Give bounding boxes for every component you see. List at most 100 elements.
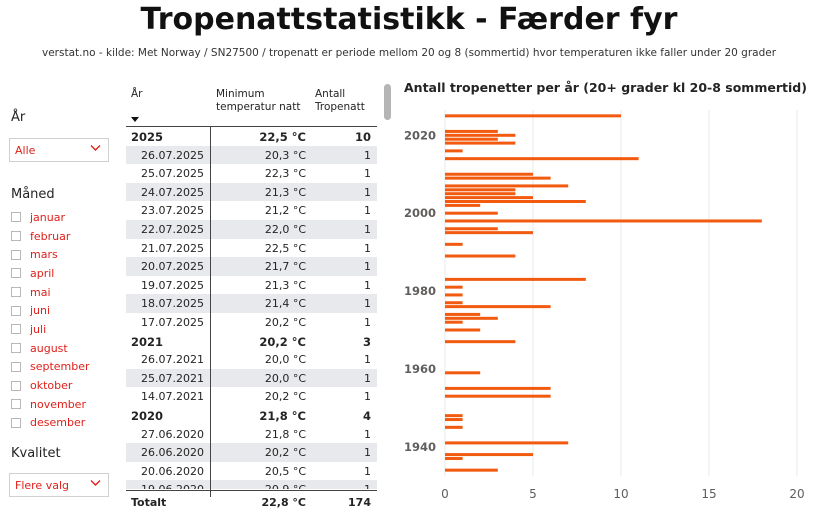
row-min-temp: 20,9 °C — [265, 483, 306, 489]
table-row[interactable]: 19.07.2025 21,3 °C 1 — [126, 276, 377, 295]
table-row[interactable]: 18.07.2025 21,4 °C 1 — [126, 294, 377, 313]
month-label: juni — [30, 304, 51, 318]
checkbox[interactable] — [11, 343, 21, 354]
total-temp: 22,8 °C — [261, 496, 306, 509]
table-row[interactable]: 26.07.2025 20,3 °C 1 — [126, 145, 377, 165]
column-header-count[interactable]: Antall Tropenatt — [315, 88, 365, 113]
bar-1977 — [445, 301, 463, 305]
table-row[interactable]: 26.06.2020 20,2 °C 1 — [126, 443, 377, 462]
table-row[interactable]: 21.07.2025 22,5 °C 1 — [126, 239, 377, 258]
month-label: desember — [30, 416, 86, 430]
checkbox[interactable] — [11, 399, 21, 410]
table-row[interactable]: 26.07.2021 20,0 °C 1 — [126, 350, 377, 369]
table-row[interactable]: 20.07.2025 21,7 °C 1 — [126, 257, 377, 276]
column-header-year[interactable]: År — [131, 88, 143, 100]
table-row[interactable]: 24.07.2025 21,3 °C 1 — [126, 182, 377, 202]
checkbox[interactable] — [11, 231, 21, 242]
checkbox[interactable] — [11, 287, 21, 298]
table-row-year[interactable]: 2025 22,5 °C 10 — [126, 127, 377, 146]
quality-slicer-label: Kvalitet — [11, 446, 61, 461]
bar-2000 — [445, 211, 498, 215]
month-item-mai[interactable]: mai — [11, 283, 90, 302]
month-item-mars[interactable]: mars — [11, 245, 90, 264]
row-min-temp: 22,3 °C — [264, 167, 306, 181]
table-row-year[interactable]: 2020 21,8 °C 4 — [126, 406, 377, 425]
month-item-april[interactable]: april — [11, 264, 90, 283]
table-total-row: Totalt 22,8 °C 174 — [126, 490, 377, 515]
table-row[interactable]: 23.07.2025 21,2 °C 1 — [126, 201, 377, 220]
table-row[interactable]: 20.06.2020 20,5 °C 1 — [126, 462, 377, 481]
bar-1983 — [445, 277, 586, 281]
month-item-august[interactable]: august — [11, 339, 90, 358]
table-row[interactable]: 22.07.2025 22,0 °C 1 — [126, 219, 377, 239]
row-count: 1 — [364, 241, 371, 255]
row-label: 22.07.2025 — [141, 222, 204, 236]
quality-dropdown-value: Flere valg — [15, 479, 69, 492]
table-scrollbar[interactable] — [384, 84, 391, 120]
row-label: 2025 — [131, 130, 164, 144]
month-item-januar[interactable]: januar — [11, 208, 90, 227]
bar-1947 — [445, 418, 463, 422]
bar-2002 — [445, 203, 481, 207]
column-header-min-temp[interactable]: Minimum temperatur natt — [216, 88, 301, 113]
checkbox[interactable] — [11, 380, 21, 391]
table-row[interactable]: 27.06.2020 21,8 °C 1 — [126, 425, 377, 444]
table-row-year[interactable]: 2021 20,2 °C 3 — [126, 332, 377, 351]
y-tick-label: 2000 — [404, 206, 436, 220]
bar-1979 — [445, 293, 463, 297]
page-subtitle: verstat.no - kilde: Met Norway / SN27500… — [41, 47, 777, 59]
checkbox[interactable] — [11, 361, 21, 372]
row-count: 1 — [364, 371, 371, 385]
row-min-temp: 20,5 °C — [264, 464, 306, 478]
month-item-november[interactable]: november — [11, 395, 90, 414]
row-count: 1 — [364, 464, 371, 478]
sort-descending-icon[interactable] — [131, 117, 139, 122]
row-label: 21.07.2025 — [141, 241, 204, 255]
y-tick-label: 2020 — [404, 128, 436, 142]
checkbox[interactable] — [11, 305, 21, 316]
row-label: 25.07.2025 — [141, 167, 204, 181]
month-item-juli[interactable]: juli — [11, 320, 90, 339]
row-count: 1 — [364, 222, 371, 236]
bar-2007 — [445, 184, 569, 188]
x-tick-label: 15 — [701, 487, 716, 501]
month-item-desember[interactable]: desember — [11, 414, 90, 433]
row-label: 27.06.2020 — [141, 427, 204, 441]
table-row[interactable]: 14.07.2021 20,2 °C 1 — [126, 387, 377, 406]
column-divider — [210, 127, 211, 497]
checkbox[interactable] — [11, 417, 21, 428]
checkbox[interactable] — [11, 268, 21, 279]
checkbox[interactable] — [11, 324, 21, 335]
row-count: 1 — [364, 260, 371, 274]
row-label: 17.07.2025 — [141, 315, 204, 329]
tropenatt-table: År Minimum temperatur natt Antall Tropen… — [126, 80, 377, 514]
row-min-temp: 21,2 °C — [264, 204, 306, 218]
row-label: 26.07.2021 — [141, 353, 204, 367]
bar-1948 — [445, 414, 463, 418]
month-item-september[interactable]: september — [11, 358, 90, 377]
table-row[interactable]: 17.07.2025 20,2 °C 1 — [126, 313, 377, 332]
row-min-temp: 20,2 °C — [264, 446, 306, 460]
checkbox[interactable] — [11, 212, 21, 223]
row-label: 26.07.2025 — [141, 148, 204, 162]
checkbox[interactable] — [11, 249, 21, 260]
row-min-temp: 22,5 °C — [264, 241, 306, 255]
row-count: 10 — [354, 130, 371, 144]
page-title: Tropenattstatistikk - Færder fyr — [140, 2, 678, 37]
table-row[interactable]: 19.06.2020 20,9 °C 1 — [126, 480, 377, 489]
x-tick-label: 5 — [529, 487, 537, 501]
bar-2003 — [445, 200, 586, 203]
month-item-februar[interactable]: februar — [11, 227, 90, 246]
month-label: juli — [30, 322, 47, 336]
table-row[interactable]: 25.07.2025 22,3 °C 1 — [126, 164, 377, 183]
month-label: oktober — [30, 379, 73, 393]
year-dropdown[interactable]: Alle — [9, 138, 109, 162]
row-label: 26.06.2020 — [141, 446, 204, 460]
month-item-juni[interactable]: juni — [11, 301, 90, 320]
row-count: 3 — [362, 334, 371, 349]
month-item-oktober[interactable]: oktober — [11, 376, 90, 395]
table-row[interactable]: 25.07.2021 20,0 °C 1 — [126, 368, 377, 388]
month-label: mars — [30, 248, 58, 262]
quality-dropdown[interactable]: Flere valg — [9, 473, 109, 497]
